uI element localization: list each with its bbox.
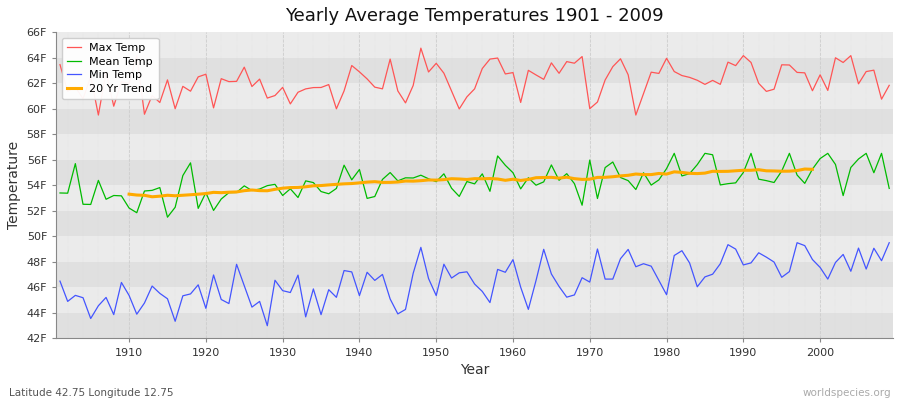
Min Temp [508,257,518,262]
Min Temp [262,323,273,328]
Min Temp [516,285,526,290]
Bar [56,58,893,83]
Max Temp [55,62,66,67]
20 Yr Trend [799,167,810,172]
Max Temp [416,46,427,50]
Mean Temp [162,215,173,220]
Bar [56,32,893,58]
Bar [56,211,893,236]
Mean Temp [669,151,680,156]
Bar [56,134,893,160]
Title: Yearly Average Temperatures 1901 - 2009: Yearly Average Temperatures 1901 - 2009 [285,7,664,25]
Bar [56,83,893,109]
Max Temp [615,56,626,61]
Text: Latitude 42.75 Longitude 12.75: Latitude 42.75 Longitude 12.75 [9,388,174,398]
20 Yr Trend [338,182,349,186]
Min Temp [116,280,127,285]
Min Temp [608,277,618,282]
Min Temp [884,240,895,245]
Bar [56,185,893,211]
20 Yr Trend [123,192,134,196]
Bar [56,288,893,313]
Y-axis label: Temperature: Temperature [7,141,21,229]
Line: Max Temp: Max Temp [60,48,889,115]
20 Yr Trend [699,171,710,176]
Max Temp [523,68,534,73]
20 Yr Trend [807,167,818,172]
Mean Temp [116,194,127,198]
Bar [56,109,893,134]
Line: Mean Temp: Mean Temp [60,153,889,217]
Min Temp [338,268,349,273]
Mean Temp [516,186,526,191]
Legend: Max Temp, Mean Temp, Min Temp, 20 Yr Trend: Max Temp, Mean Temp, Min Temp, 20 Yr Tre… [62,38,158,99]
Mean Temp [508,170,518,175]
Max Temp [123,81,134,86]
20 Yr Trend [608,174,618,179]
Bar [56,262,893,288]
X-axis label: Year: Year [460,363,490,377]
Min Temp [292,273,303,278]
Max Temp [292,90,303,95]
Mean Temp [292,195,303,200]
Bar [56,160,893,185]
Bar [56,236,893,262]
Bar [56,313,893,338]
Max Temp [884,83,895,88]
Mean Temp [608,160,618,164]
Line: Min Temp: Min Temp [60,243,889,326]
Mean Temp [338,163,349,168]
20 Yr Trend [715,169,725,174]
20 Yr Trend [784,169,795,174]
Min Temp [55,279,66,284]
Min Temp [792,240,803,245]
Mean Temp [884,186,895,191]
20 Yr Trend [147,194,158,199]
Max Temp [516,100,526,105]
Mean Temp [55,190,66,195]
Line: 20 Yr Trend: 20 Yr Trend [129,169,813,197]
Max Temp [93,113,104,118]
Text: worldspecies.org: worldspecies.org [803,388,891,398]
20 Yr Trend [223,190,234,195]
Max Temp [338,88,349,93]
